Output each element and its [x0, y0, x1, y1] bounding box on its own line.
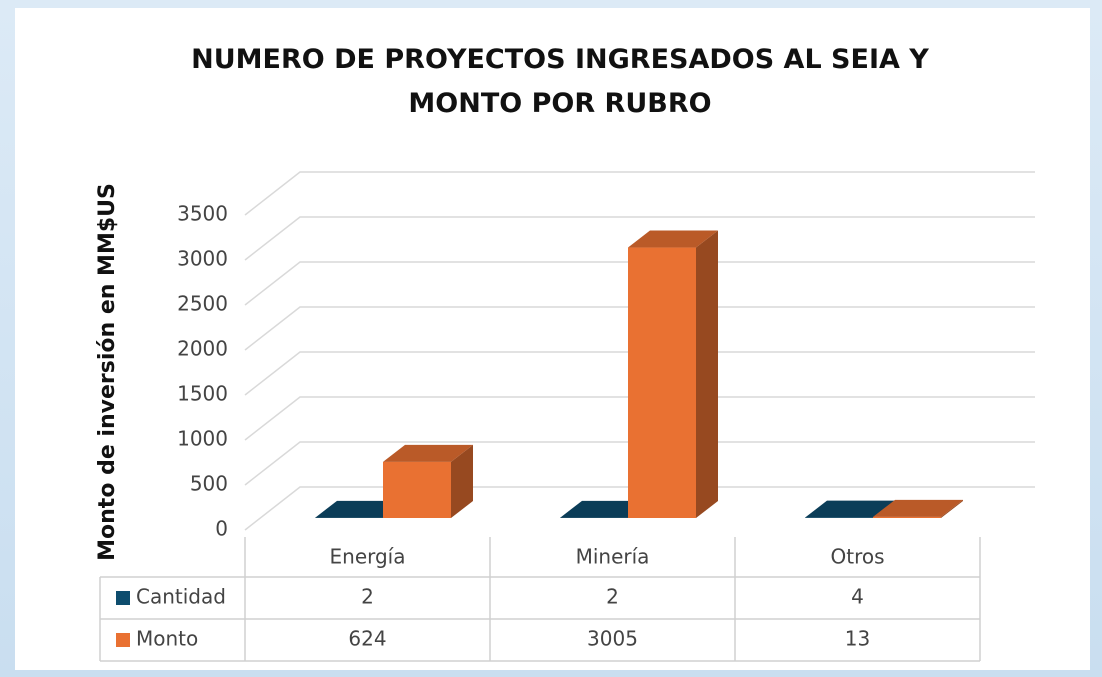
bar-front [383, 461, 451, 518]
bar-top [628, 230, 718, 248]
grid-line [244, 441, 1035, 486]
y-tick-label: 1000 [177, 427, 228, 451]
table-value: 3005 [587, 627, 638, 651]
bar-front [873, 516, 941, 518]
bar-side [696, 230, 718, 519]
bar-side [451, 444, 473, 518]
x-tick-label: Energía [330, 545, 406, 569]
y-tick-label: 3000 [177, 247, 228, 271]
chart-title: NUMERO DE PROYECTOS INGRESADOS AL SEIA Y… [191, 44, 929, 119]
table-value: 624 [348, 627, 386, 651]
y-tick-label: 1500 [177, 382, 228, 406]
bar-top [560, 500, 650, 518]
y-tick-label: 500 [190, 472, 228, 496]
bar [628, 230, 718, 519]
panel [15, 8, 1090, 670]
legend-key [116, 591, 130, 605]
grid-line [244, 486, 1035, 531]
y-tick-label: 0 [215, 517, 228, 541]
legend-label: Monto [136, 627, 198, 651]
legend-key [116, 633, 130, 647]
grid-line [244, 216, 1035, 261]
y-axis-label: Monto de inversión en MM$US [95, 183, 120, 561]
table-value: 4 [851, 585, 864, 609]
bar-top [805, 500, 895, 518]
grid-line [244, 261, 1035, 306]
table-value: 2 [361, 585, 374, 609]
y-tick-label: 3500 [177, 202, 228, 226]
x-tick-label: Otros [830, 545, 884, 569]
bar [873, 499, 963, 518]
y-tick-label: 2000 [177, 337, 228, 361]
bar-top [873, 499, 963, 517]
legend-label: Cantidad [136, 585, 226, 609]
bar-side [941, 499, 963, 518]
table-value: 2 [606, 585, 619, 609]
y-tick-label: 2500 [177, 292, 228, 316]
bar-top [315, 500, 405, 518]
grid-line [244, 306, 1035, 351]
x-tick-label: Minería [576, 545, 650, 569]
grid-line [244, 351, 1035, 396]
grid-line [244, 171, 1035, 216]
bar [383, 444, 473, 518]
grid-line [244, 396, 1035, 441]
table-value: 13 [845, 627, 870, 651]
bar-front [628, 247, 696, 519]
bar-top [383, 444, 473, 462]
